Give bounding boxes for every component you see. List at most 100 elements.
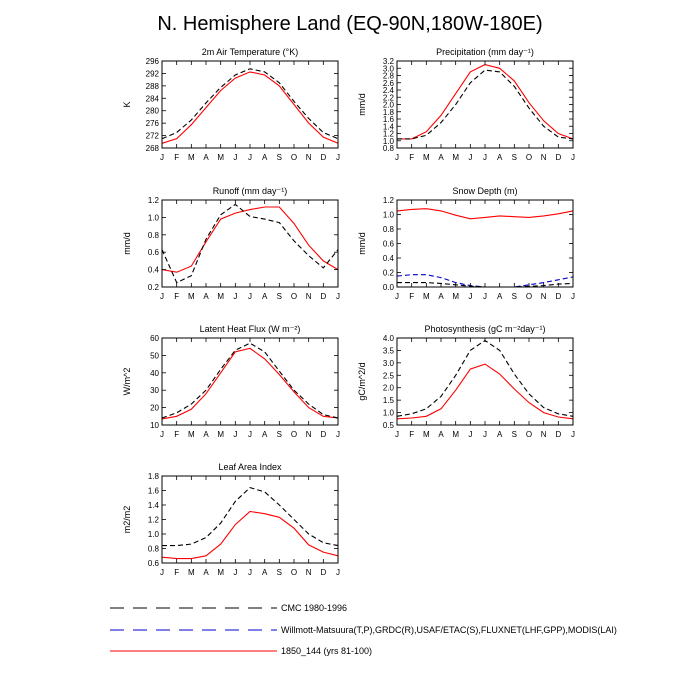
x-tick-label: N	[541, 430, 547, 439]
y-tick-label: 3.0	[383, 359, 395, 368]
y-tick-label: 0.2	[148, 283, 160, 292]
y-tick-label: 40	[150, 369, 159, 378]
x-tick-label: M	[423, 292, 430, 301]
series-line-2	[162, 486, 339, 547]
x-tick-label: M	[188, 430, 195, 439]
y-tick-label: 268	[146, 144, 160, 153]
x-tick-label: S	[277, 430, 282, 439]
figure-title: N. Hemisphere Land (EQ-90N,180W-180E)	[157, 13, 542, 35]
y-tick-label: 276	[146, 119, 160, 128]
x-tick-label: A	[203, 568, 209, 577]
y-axis-label: K	[122, 101, 132, 107]
y-tick-label: 1.0	[148, 213, 160, 222]
x-tick-label: M	[217, 430, 224, 439]
series-line-1	[397, 64, 574, 140]
x-tick-label: A	[497, 292, 503, 301]
x-tick-label: A	[262, 568, 268, 577]
x-tick-label: M	[217, 292, 224, 301]
plot-frame	[161, 199, 339, 288]
y-tick-label: 0.8	[148, 545, 160, 554]
y-tick-label: 272	[146, 132, 160, 141]
y-tick-label: 0.8	[148, 231, 160, 240]
chart-snow-depth-m: Snow Depth (m)0.00.20.40.60.81.01.2J F M A M…	[357, 186, 575, 301]
x-tick-label: A	[262, 430, 268, 439]
series-line-1	[161, 510, 339, 560]
x-tick-label: N	[541, 153, 547, 162]
x-tick-label: J	[483, 430, 487, 439]
y-tick-label: 1.8	[148, 472, 160, 481]
y-tick-label: 3.5	[383, 346, 395, 355]
panel-title: Leaf Area Index	[218, 462, 282, 472]
x-tick-label: J	[233, 153, 237, 162]
y-tick-label: 2.0	[383, 384, 395, 393]
y-tick-label: 1.2	[383, 196, 395, 205]
y-tick-label: 1.0	[383, 211, 395, 220]
y-tick-label: 1.4	[148, 501, 160, 510]
panel-title: Runoff (mm day⁻¹)	[213, 186, 288, 196]
y-tick-label: 2.2	[383, 93, 395, 102]
chart-runoff-mm-day: Runoff (mm day⁻¹)0.20.40.60.81.01.2J F M A M…	[122, 186, 340, 301]
x-tick-label: M	[452, 292, 459, 301]
series-line-2	[396, 339, 574, 417]
y-tick-label: 0.6	[148, 248, 160, 257]
series-line-2	[161, 342, 339, 419]
x-tick-label: O	[526, 292, 532, 301]
panel-title: Photosynthesis (gC m⁻²day⁻¹)	[424, 324, 545, 334]
y-tick-label: 2.5	[383, 371, 395, 380]
legend-label-2: Willmott-Matsuura(T,P),GRDC(R),USAF/ETAC…	[281, 625, 617, 635]
x-tick-label: S	[277, 568, 282, 577]
x-tick-label: J	[248, 568, 252, 577]
x-tick-label: A	[203, 153, 209, 162]
x-tick-label: J	[160, 153, 164, 162]
y-tick-label: 3.0	[383, 64, 395, 73]
x-tick-label: A	[438, 430, 444, 439]
x-tick-label: S	[512, 292, 517, 301]
x-tick-label: F	[409, 292, 414, 301]
y-tick-label: 1.6	[383, 115, 395, 124]
x-tick-label: A	[497, 153, 503, 162]
y-tick-label: 50	[150, 351, 159, 360]
y-tick-label: 0.6	[148, 559, 160, 568]
x-tick-label: J	[336, 153, 340, 162]
panel-title: Latent Heat Flux (W m⁻²)	[200, 324, 301, 334]
x-tick-label: J	[571, 430, 575, 439]
x-tick-label: D	[320, 568, 326, 577]
y-tick-label: 1.6	[148, 487, 160, 496]
x-tick-label: A	[262, 292, 268, 301]
y-axis-label: mm/d	[357, 93, 367, 116]
y-tick-label: 0.2	[383, 269, 395, 278]
y-tick-label: 3.2	[383, 57, 395, 66]
series-line-1	[161, 347, 339, 420]
x-tick-label: S	[512, 153, 517, 162]
y-axis-label: mm/d	[122, 232, 132, 255]
y-tick-label: 1.0	[383, 137, 395, 146]
x-tick-label: N	[306, 568, 312, 577]
y-tick-label: 288	[146, 82, 160, 91]
x-tick-label: M	[217, 568, 224, 577]
plot-frame	[161, 60, 339, 149]
panel-title: Snow Depth (m)	[452, 186, 517, 196]
y-tick-label: 0.5	[383, 421, 395, 430]
x-tick-label: J	[571, 292, 575, 301]
y-tick-label: 1.5	[383, 396, 395, 405]
y-tick-label: 30	[150, 386, 159, 395]
x-tick-label: J	[395, 292, 399, 301]
y-tick-label: 292	[146, 69, 160, 78]
x-tick-label: D	[320, 430, 326, 439]
plot-frame	[396, 60, 574, 149]
x-tick-label: J	[468, 430, 472, 439]
x-tick-label: F	[409, 430, 414, 439]
panel-title: 2m Air Temperature (°K)	[202, 47, 298, 57]
x-tick-label: J	[160, 430, 164, 439]
y-tick-label: 4.0	[383, 334, 395, 343]
plot-frame	[161, 475, 339, 564]
x-tick-label: N	[306, 292, 312, 301]
x-tick-label: A	[438, 153, 444, 162]
x-tick-label: D	[555, 292, 561, 301]
x-tick-label: J	[233, 292, 237, 301]
x-tick-label: N	[306, 153, 312, 162]
x-tick-label: F	[174, 430, 179, 439]
chart-photosynthesis-gc-m-day: Photosynthesis (gC m⁻²day⁻¹) 0.5 1.0 1.5 2.0…	[357, 324, 575, 439]
